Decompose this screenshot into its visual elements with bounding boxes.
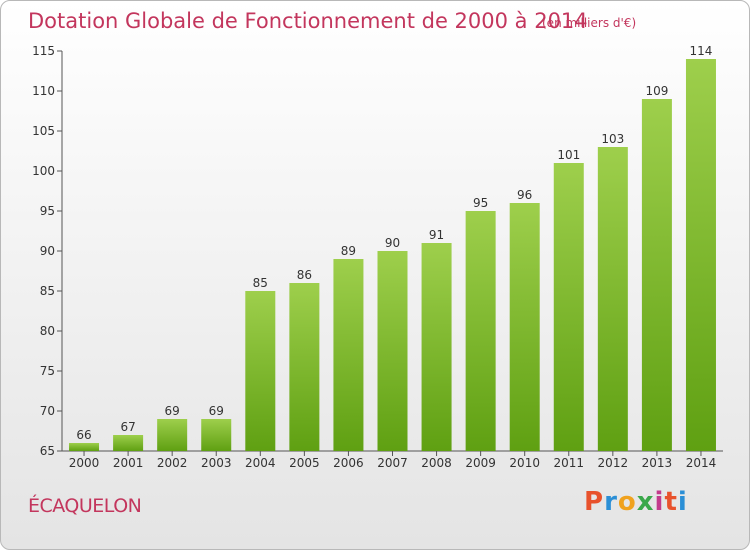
bar xyxy=(245,291,276,451)
x-tick-label: 2012 xyxy=(598,456,629,470)
bar-value-label: 95 xyxy=(473,196,488,210)
bar xyxy=(113,435,144,451)
x-tick-label: 2010 xyxy=(509,456,540,470)
x-tick-label: 2014 xyxy=(686,456,717,470)
bar xyxy=(421,243,452,451)
commune-name: ÉCAQUELON xyxy=(28,495,142,517)
bar-value-label: 90 xyxy=(385,236,400,250)
bar xyxy=(553,163,584,451)
bar xyxy=(641,99,672,451)
y-tick-label: 65 xyxy=(40,444,55,458)
bar-value-label: 89 xyxy=(341,244,356,258)
chart-title: Dotation Globale de Fonctionnement de 20… xyxy=(28,9,588,33)
x-tick-label: 2008 xyxy=(421,456,452,470)
bar xyxy=(201,419,232,451)
bar-value-label: 114 xyxy=(690,44,713,58)
logo-letter: i xyxy=(654,487,665,517)
bar-value-label: 69 xyxy=(209,404,224,418)
bar xyxy=(465,211,496,451)
logo-letter: P xyxy=(584,487,605,517)
x-tick-label: 2004 xyxy=(245,456,276,470)
y-tick-label: 90 xyxy=(40,244,55,258)
bar-value-label: 67 xyxy=(120,420,135,434)
y-tick-label: 95 xyxy=(40,204,55,218)
x-tick-label: 2002 xyxy=(157,456,188,470)
logo-letter: i xyxy=(677,487,688,517)
x-tick-label: 2011 xyxy=(553,456,584,470)
logo-letter: o xyxy=(617,487,637,517)
proxiti-logo[interactable]: Proxiti xyxy=(584,487,688,517)
chart-subtitle: (en milliers d'€) xyxy=(542,16,637,30)
x-tick-label: 2007 xyxy=(377,456,408,470)
bar-value-label: 91 xyxy=(429,228,444,242)
bar-value-label: 66 xyxy=(76,428,91,442)
x-tick-label: 2009 xyxy=(465,456,496,470)
bar xyxy=(377,251,408,451)
y-tick-label: 105 xyxy=(32,124,55,138)
logo-letter: r xyxy=(604,487,618,517)
bar xyxy=(157,419,188,451)
bar-value-label: 101 xyxy=(557,148,580,162)
bars: 66 67 69 69 85 86 89 90 91 95 96 101 103 109 114 xyxy=(69,44,716,451)
y-tick-label: 85 xyxy=(40,284,55,298)
logo-letter: x xyxy=(636,487,655,517)
x-tick-label: 2006 xyxy=(333,456,364,470)
bar xyxy=(333,259,364,451)
bar xyxy=(597,147,628,451)
bar-value-label: 109 xyxy=(645,84,668,98)
y-tick-label: 110 xyxy=(32,84,55,98)
bar-value-label: 86 xyxy=(297,268,312,282)
logo-letter: t xyxy=(664,487,678,517)
bar-value-label: 85 xyxy=(253,276,268,290)
x-tick-label: 2000 xyxy=(69,456,100,470)
bar xyxy=(289,283,320,451)
bar xyxy=(509,203,540,451)
x-tick-label: 2013 xyxy=(642,456,673,470)
y-tick-label: 115 xyxy=(32,44,55,58)
x-tick-label: 2003 xyxy=(201,456,232,470)
bar xyxy=(685,59,716,451)
y-tick-label: 100 xyxy=(32,164,55,178)
bar-value-label: 103 xyxy=(601,132,624,146)
x-tick-label: 2005 xyxy=(289,456,320,470)
y-tick-label: 70 xyxy=(40,404,55,418)
y-tick-label: 75 xyxy=(40,364,55,378)
y-tick-label: 80 xyxy=(40,324,55,338)
bar-value-label: 69 xyxy=(165,404,180,418)
axes: 65 70 75 80 85 90 95 100 105 110 115 2000 2001 2002 20… xyxy=(32,44,723,470)
x-tick-label: 2001 xyxy=(113,456,144,470)
bar-value-label: 96 xyxy=(517,188,532,202)
bar xyxy=(69,443,100,451)
